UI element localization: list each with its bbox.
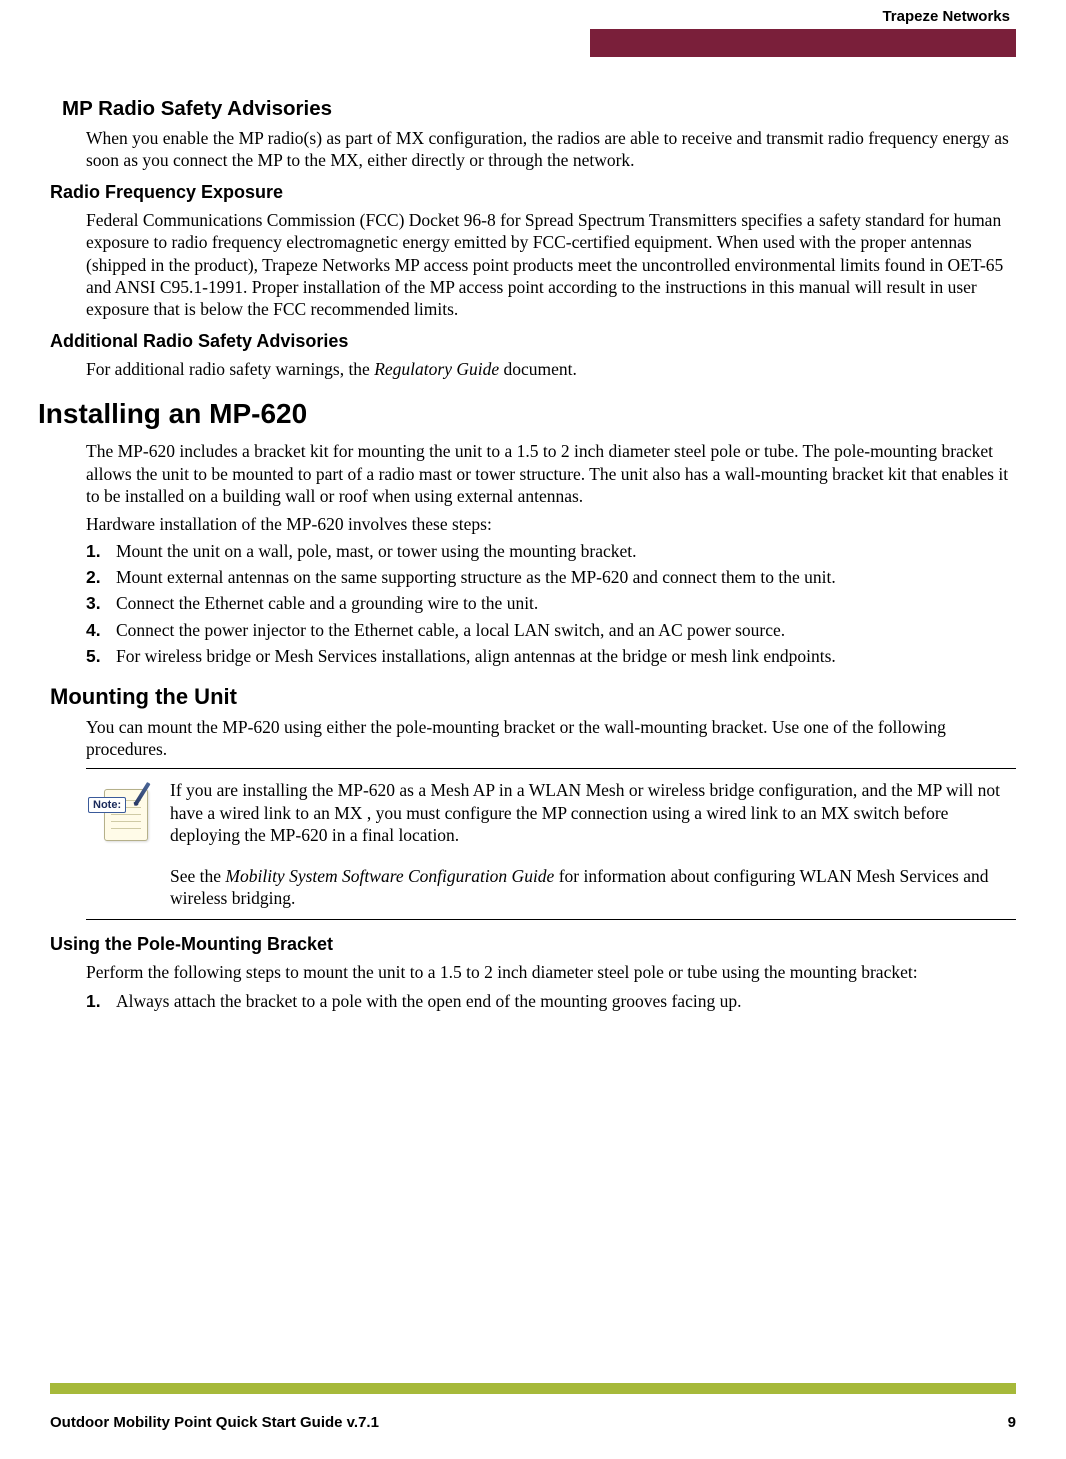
heading-additional-advisories: Additional Radio Safety Advisories <box>50 331 1016 352</box>
header-color-bar <box>590 29 1016 57</box>
step-text: Mount external antennas on the same supp… <box>116 567 836 587</box>
paragraph-mp-radio: When you enable the MP radio(s) as part … <box>86 127 1016 172</box>
list-item: 5. For wireless bridge or Mesh Services i… <box>86 645 1016 667</box>
footer-color-bar <box>50 1383 1016 1394</box>
page-footer: Outdoor Mobility Point Quick Start Guide… <box>0 1383 1066 1459</box>
step-number: 1. <box>86 540 101 562</box>
paragraph-rf-exposure: Federal Communications Commission (FCC) … <box>86 209 1016 321</box>
page-number: 9 <box>1008 1414 1016 1431</box>
note-callout: Note: If you are installing the MP-620 a… <box>86 768 1016 920</box>
paragraph-installing-steps-intro: Hardware installation of the MP-620 invo… <box>86 513 1016 535</box>
text: For additional radio safety warnings, th… <box>86 359 374 379</box>
text: document. <box>499 359 577 379</box>
text-emphasis: Mobility System Software Configuration G… <box>225 866 554 886</box>
step-number: 2. <box>86 566 101 588</box>
list-item: 2. Mount external antennas on the same su… <box>86 566 1016 588</box>
note-text: If you are installing the MP-620 as a Me… <box>170 779 1016 909</box>
document-content: MP Radio Safety Advisories When you enab… <box>50 97 1016 1058</box>
step-number: 4. <box>86 619 101 641</box>
paragraph-pole-bracket: Perform the following steps to mount the… <box>86 961 1016 983</box>
heading-installing: Installing an MP-620 <box>38 398 1016 430</box>
heading-rf-exposure: Radio Frequency Exposure <box>50 182 1016 203</box>
list-item: 4. Connect the power injector to the Ethe… <box>86 619 1016 641</box>
heading-mp-radio-safety: MP Radio Safety Advisories <box>62 97 1016 121</box>
step-text: For wireless bridge or Mesh Services ins… <box>116 646 836 666</box>
paragraph-mounting: You can mount the MP-620 using either th… <box>86 716 1016 761</box>
paragraph-additional: For additional radio safety warnings, th… <box>86 358 1016 380</box>
note-icon: Note: <box>86 779 148 909</box>
list-item: 1. Mount the unit on a wall, pole, mast, … <box>86 540 1016 562</box>
list-item: 3. Connect the Ethernet cable and a groun… <box>86 592 1016 614</box>
list-item: 1. Always attach the bracket to a pole wi… <box>86 990 1016 1012</box>
heading-mounting: Mounting the Unit <box>50 684 1016 710</box>
text: See the <box>170 866 225 886</box>
step-text: Always attach the bracket to a pole with… <box>116 991 741 1011</box>
text-emphasis: Regulatory Guide <box>374 359 499 379</box>
paragraph-installing-intro: The MP-620 includes a bracket kit for mo… <box>86 440 1016 507</box>
step-text: Connect the Ethernet cable and a groundi… <box>116 593 538 613</box>
installing-steps-list: 1. Mount the unit on a wall, pole, mast, … <box>86 540 1016 668</box>
note-paragraph-2: See the Mobility System Software Configu… <box>170 865 1010 910</box>
heading-pole-bracket: Using the Pole-Mounting Bracket <box>50 934 1016 955</box>
note-label: Note: <box>88 797 126 813</box>
brand-name: Trapeze Networks <box>50 8 1010 25</box>
page-header: Trapeze Networks <box>50 0 1016 57</box>
step-number: 3. <box>86 592 101 614</box>
pole-bracket-steps-list: 1. Always attach the bracket to a pole wi… <box>86 990 1016 1012</box>
footer-title: Outdoor Mobility Point Quick Start Guide… <box>50 1414 379 1431</box>
step-text: Mount the unit on a wall, pole, mast, or… <box>116 541 637 561</box>
step-text: Connect the power injector to the Ethern… <box>116 620 785 640</box>
note-paragraph-1: If you are installing the MP-620 as a Me… <box>170 779 1010 846</box>
step-number: 5. <box>86 645 101 667</box>
step-number: 1. <box>86 990 101 1012</box>
